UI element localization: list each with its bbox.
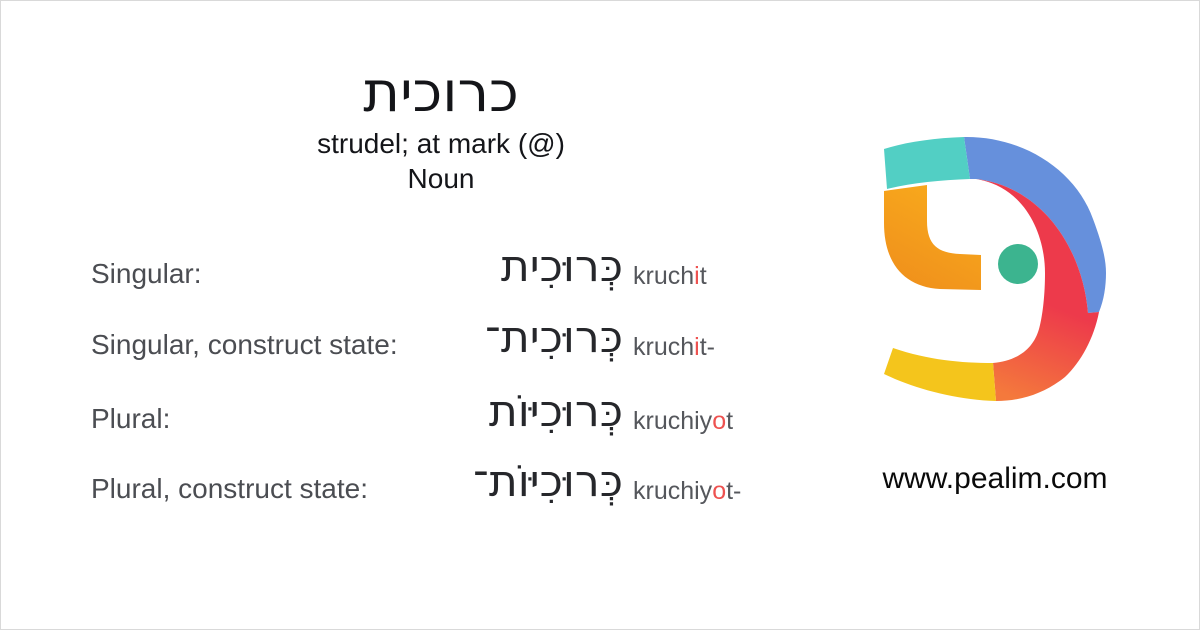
logo-arc-yellow-icon <box>884 348 996 401</box>
page-title: כרוכית <box>363 60 519 125</box>
translit-pre: kruch <box>633 262 695 290</box>
row-label: Plural: <box>91 403 171 434</box>
part-of-speech-label: Noun <box>407 163 475 194</box>
translit-highlight: i <box>694 262 700 290</box>
translit-highlight: o <box>712 407 727 435</box>
translit-post: t <box>699 262 707 290</box>
translit-post: t- <box>726 477 742 505</box>
logo-arc-red-icon <box>976 179 1099 401</box>
row-label: Singular: <box>91 258 202 289</box>
row-label: Singular, construct state: <box>91 329 398 360</box>
transliteration: kruchiyot <box>633 396 733 446</box>
hebrew-form: כְּרוּכִיּוֹת <box>488 386 623 437</box>
translit-pre: kruchiy <box>633 407 713 435</box>
transliteration: kruchit <box>633 251 707 301</box>
logo-hook-icon <box>884 185 981 290</box>
translit-post: t <box>726 407 734 435</box>
inflection-row-plural-construct: Plural, construct state: כְּרוּכִיּוֹת־ … <box>1 456 831 516</box>
translit-pre: kruchiy <box>633 477 713 505</box>
hebrew-form: כְּרוּכִיּוֹת־ <box>473 456 623 507</box>
translit-highlight: o <box>712 477 727 505</box>
inflection-row-singular-construct: Singular, construct state: כְּרוּכִית־ k… <box>1 312 831 372</box>
transliteration: kruchiyot- <box>633 466 741 516</box>
translit-post: t- <box>699 333 715 361</box>
inflection-row-singular: Singular: כְּרוּכִית kruchit <box>1 241 831 301</box>
hebrew-form: כְּרוּכִית <box>500 241 623 292</box>
translit-pre: kruch <box>633 333 695 361</box>
translation-text: strudel; at mark (@) <box>317 128 565 159</box>
website-url: www.pealim.com <box>882 462 1108 495</box>
pealim-logo-icon <box>884 136 1106 401</box>
logo-arc-teal-icon <box>884 137 970 189</box>
transliteration: kruchit- <box>633 322 715 372</box>
row-label: Plural, construct state: <box>91 473 369 504</box>
inflection-row-plural: Plural: כְּרוּכִיּוֹת kruchiyot <box>1 386 831 446</box>
translit-highlight: i <box>694 333 700 361</box>
hebrew-form: כְּרוּכִית־ <box>485 312 623 363</box>
logo-dot-icon <box>998 244 1038 284</box>
logo-arc-blue-icon <box>964 136 1106 313</box>
